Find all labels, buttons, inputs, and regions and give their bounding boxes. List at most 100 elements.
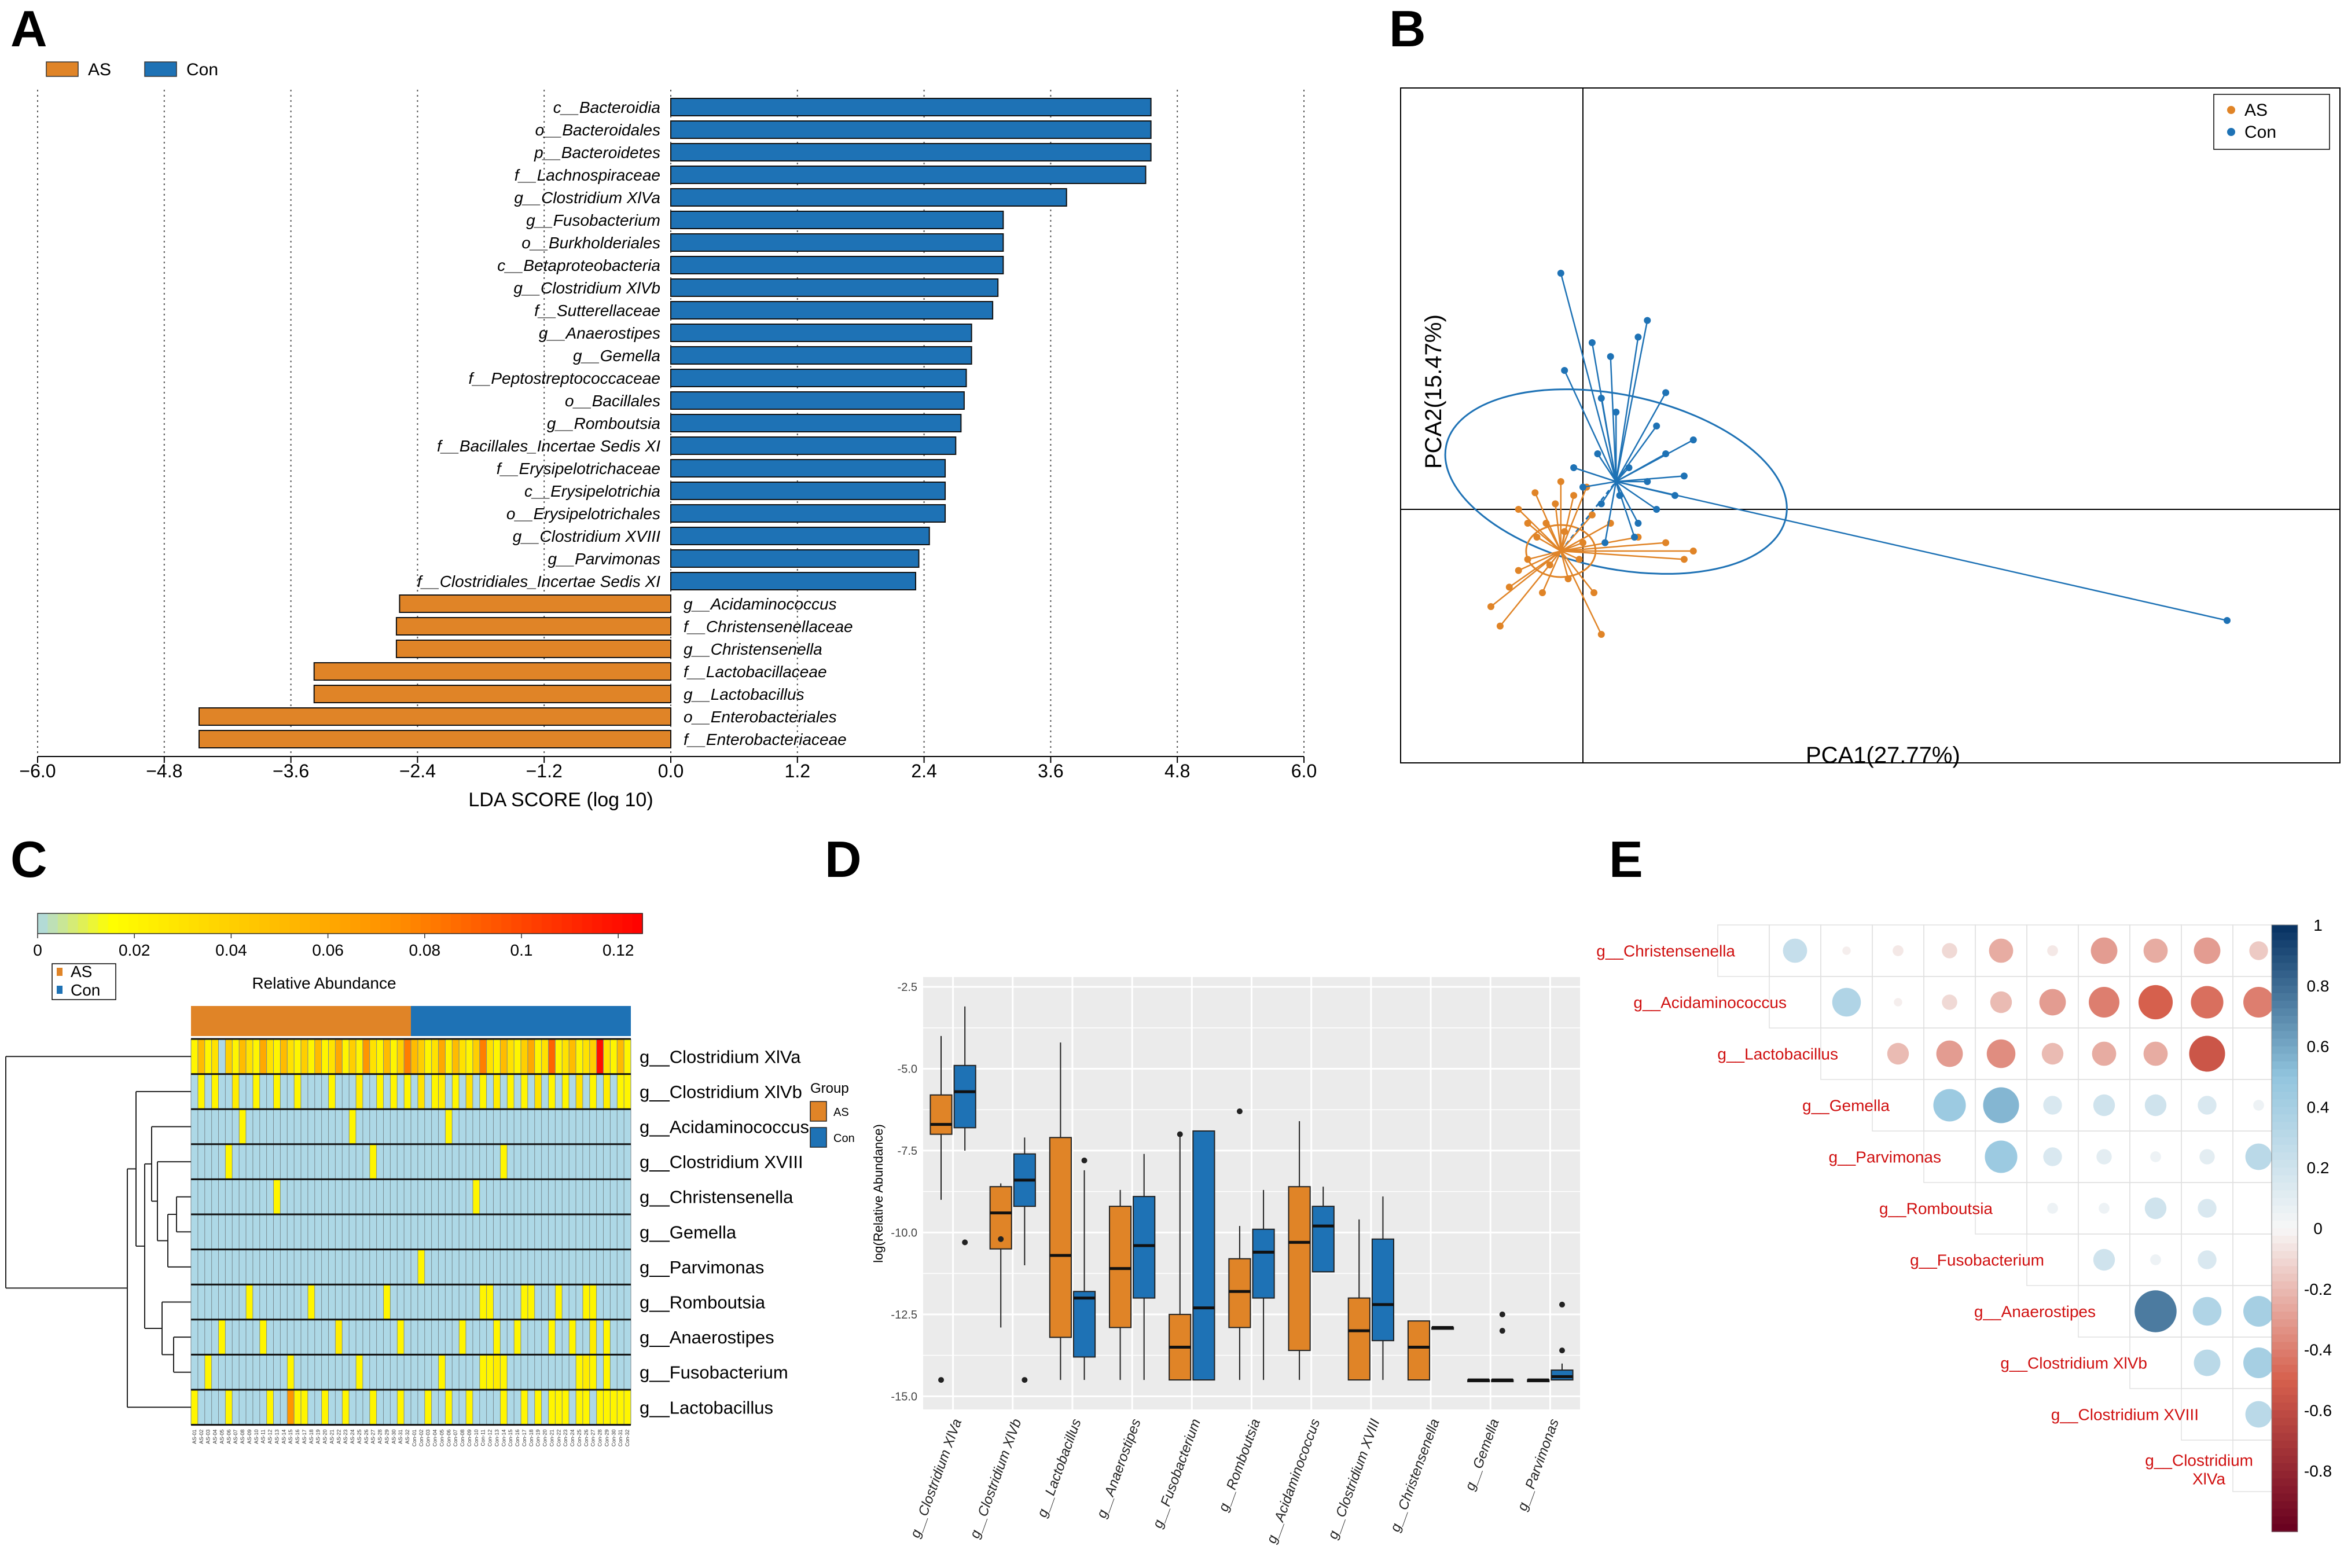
spider-line-as xyxy=(1534,492,1562,552)
heatmap-cell xyxy=(521,1284,528,1320)
colorbar-segment xyxy=(2272,1304,2298,1313)
corr-label: g__Clostridium xyxy=(2145,1452,2253,1470)
corr-circle xyxy=(2198,1096,2217,1115)
lda-bar-label: g__Clostridium XVIII xyxy=(513,527,660,545)
heatmap-cell xyxy=(417,1074,425,1110)
spider-line-as xyxy=(1560,550,1569,579)
sample-point-con xyxy=(1644,317,1651,324)
legend-swatch-as xyxy=(46,61,79,77)
heatmap-cell xyxy=(411,1039,418,1074)
colorbar-segment xyxy=(2272,1220,2298,1229)
sample-point-as xyxy=(1515,567,1522,574)
heatmap-cell xyxy=(527,1284,535,1320)
heatmap-col-label: AS-01 xyxy=(192,1430,197,1444)
spider-line-as xyxy=(1518,509,1562,552)
heatmap-col-label: AS-19 xyxy=(315,1430,321,1444)
heatmap-cell xyxy=(582,1284,590,1320)
box-outlier xyxy=(1177,1131,1183,1137)
colorbar-segment xyxy=(2272,1084,2298,1093)
heatmap-cell xyxy=(273,1179,281,1214)
spider-line-as xyxy=(1560,542,1666,552)
corr-circle xyxy=(1942,994,1957,1010)
x-tick-label: g__Anaerostipes xyxy=(1094,1417,1144,1521)
colorbar-segment xyxy=(2272,1122,2298,1130)
heatmap-cell xyxy=(576,1354,583,1390)
sample-point-con xyxy=(1631,534,1638,541)
y-tick-label: -10.0 xyxy=(891,1227,917,1239)
heatmap-cell xyxy=(459,1039,466,1074)
heatmap-cell xyxy=(603,1354,611,1390)
corr-circle xyxy=(2039,989,2066,1016)
colorbar-segment xyxy=(2272,1478,2298,1487)
heatmap-cell xyxy=(596,1039,604,1074)
heatmap-col-label: Con-30 xyxy=(611,1430,616,1447)
heatmap-col-label: Con-12 xyxy=(487,1430,493,1447)
heatmap-cell xyxy=(376,1074,384,1110)
heatmap-cell xyxy=(383,1039,391,1074)
colorbar-segment xyxy=(2272,1448,2298,1456)
heatmap-cell xyxy=(266,1390,274,1425)
corr-circle xyxy=(2143,1041,2168,1066)
legend-dot-con xyxy=(2227,128,2235,136)
spider-line-con xyxy=(1573,467,1616,483)
heatmap-cell xyxy=(555,1390,563,1425)
spider-line-con xyxy=(1615,320,1648,482)
heatmap-cell xyxy=(273,1074,281,1110)
corr-circle xyxy=(2150,1254,2161,1265)
lda-bar xyxy=(313,685,671,703)
heatmap-row-label: g__Clostridium XlVb xyxy=(640,1082,802,1102)
sample-point-con xyxy=(1561,367,1568,374)
lda-bar xyxy=(670,188,1067,207)
heatmap-col-label: Con-01 xyxy=(412,1430,417,1447)
colorbar-segment xyxy=(340,913,351,934)
heatmap-cell xyxy=(500,1390,508,1425)
heatmap-cell xyxy=(521,1039,528,1074)
lda-bar-label: g__Gemella xyxy=(573,347,660,365)
colorbar-segment xyxy=(239,913,250,934)
lda-bar-label: o__Bacillales xyxy=(565,392,660,410)
heatmap-col-label: Con-31 xyxy=(618,1430,623,1447)
heatmap-col-label: Con-29 xyxy=(604,1430,609,1447)
heatmap-cell xyxy=(369,1039,377,1074)
heatmap-cell xyxy=(431,1039,439,1074)
spider-line-con xyxy=(1604,481,1617,543)
colorbar-segment xyxy=(2272,1380,2298,1389)
heatmap-row-label: g__Anaerostipes xyxy=(640,1327,774,1347)
corr-circle xyxy=(1983,1087,2019,1123)
panel-b-letter: B xyxy=(1389,0,1426,57)
heatmap-cell xyxy=(548,1319,556,1355)
colorbar-segment xyxy=(2272,1243,2298,1252)
x-tick-label: g__Parvimonas xyxy=(1515,1417,1562,1513)
heatmap-cell xyxy=(589,1039,597,1074)
panel-e-correlation: g__Christensenella g__Acidaminococcus g__L… xyxy=(1596,916,2332,1532)
corr-circle xyxy=(2041,1042,2064,1065)
lda-bar xyxy=(670,436,957,455)
x-axis-title: PCA1(27.77%) xyxy=(1806,743,1960,768)
heatmap-cell xyxy=(541,1039,549,1074)
heatmap-col-label: AS-10 xyxy=(253,1430,259,1444)
x-tick-label: 6.0 xyxy=(1291,761,1317,781)
sample-point-as xyxy=(1557,478,1564,485)
spider-line-con xyxy=(1564,370,1617,482)
heatmap-cell xyxy=(287,1354,295,1390)
colorbar-segment xyxy=(219,913,230,934)
heatmap-cell xyxy=(486,1039,494,1074)
heatmap-row-label: g__Clostridium XVIII xyxy=(640,1152,803,1172)
heatmap-cell xyxy=(369,1144,377,1180)
lda-bar-label: f__Clostridiales_Incertae Sedis XI xyxy=(417,572,660,590)
heatmap-cell xyxy=(404,1074,411,1110)
colorbar-segment xyxy=(591,913,603,934)
sample-point-as xyxy=(1570,492,1578,499)
colorbar-segment xyxy=(2272,1228,2298,1237)
colorbar-tick-label: 0.06 xyxy=(312,941,344,959)
lda-bar-label: p__Bacteroidetes xyxy=(534,144,660,161)
heatmap-cell xyxy=(397,1390,405,1425)
colorbar-segment xyxy=(541,913,553,934)
sample-point-con xyxy=(1597,395,1605,402)
box-outlier xyxy=(998,1236,1004,1242)
colorbar-segment xyxy=(602,913,613,934)
heatmap-cell xyxy=(307,1039,315,1074)
colorbar-segment xyxy=(410,913,421,934)
heatmap-cell xyxy=(452,1074,460,1110)
heatmap-cell xyxy=(356,1074,363,1110)
